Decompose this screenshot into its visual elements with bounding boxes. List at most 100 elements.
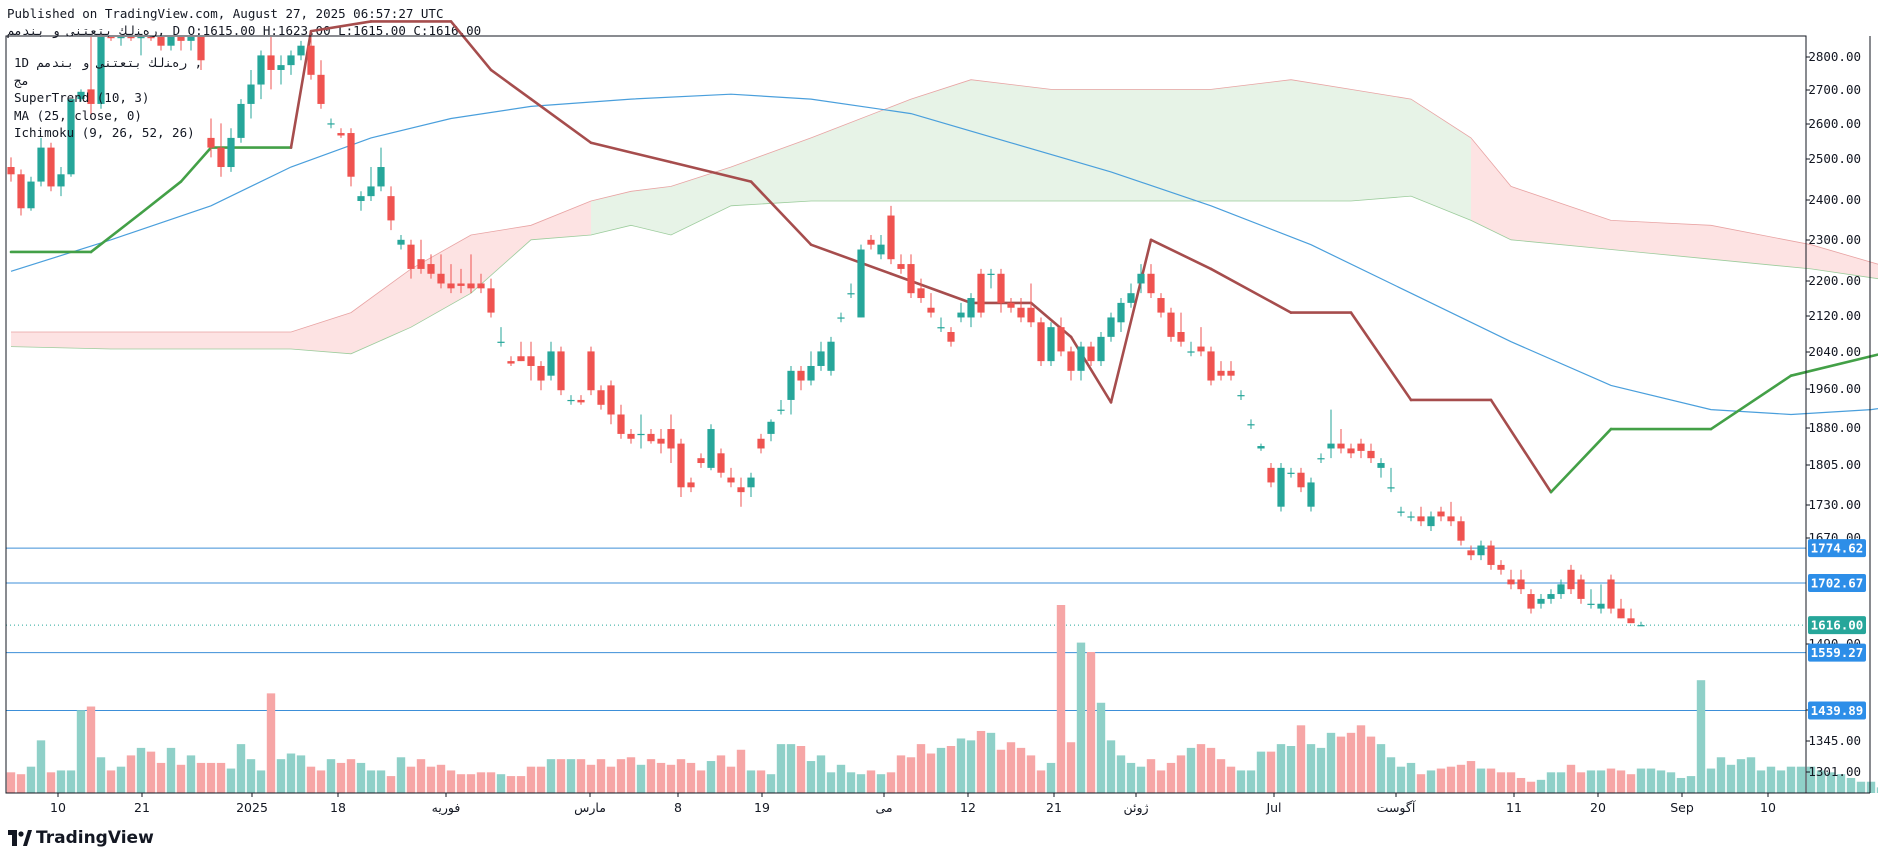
volume-bar bbox=[1646, 768, 1656, 793]
volume-bar bbox=[76, 710, 86, 793]
candle-body bbox=[667, 429, 675, 449]
volume-bar bbox=[496, 774, 506, 793]
volume-bar bbox=[1256, 751, 1266, 793]
ichimoku-cloud bbox=[10, 79, 1878, 355]
legend-ichimoku[interactable]: Ichimoku (9, 26, 52, 26) bbox=[14, 125, 195, 140]
candle-body bbox=[307, 45, 315, 75]
volume-bar bbox=[1846, 777, 1856, 793]
supertrend-segment bbox=[669, 160, 753, 183]
candle-body bbox=[1257, 446, 1265, 449]
legend-ma[interactable]: MA (25, close, 0) bbox=[14, 107, 142, 123]
candle-body bbox=[77, 91, 85, 100]
time-tick-label: 10 bbox=[1760, 800, 1776, 815]
candle-body bbox=[1567, 569, 1575, 590]
candle-body bbox=[1037, 322, 1045, 362]
volume-bar bbox=[1556, 772, 1566, 793]
legend-supertrend[interactable]: SuperTrend (10, 3) bbox=[14, 90, 150, 105]
candle-body bbox=[1497, 564, 1505, 570]
volume-bar bbox=[1366, 736, 1376, 793]
price-tick-label: 2300.00 bbox=[1808, 232, 1861, 247]
volume-bar bbox=[1486, 768, 1496, 793]
level-badge-bg bbox=[1808, 539, 1866, 558]
time-tick-label: مارس bbox=[574, 800, 606, 816]
volume-bar bbox=[696, 770, 706, 793]
volume-bar bbox=[1286, 746, 1296, 793]
candle-body bbox=[817, 351, 825, 366]
volume-bar bbox=[1336, 736, 1346, 793]
time-tick-label: می bbox=[875, 800, 892, 815]
candle-body bbox=[907, 264, 915, 294]
volume-bar bbox=[436, 764, 446, 793]
volume-bar bbox=[256, 770, 266, 793]
price-tick-label: 2700.00 bbox=[1808, 82, 1861, 97]
candle-body bbox=[987, 273, 995, 275]
candle-body bbox=[917, 288, 925, 299]
volume-bar bbox=[1716, 757, 1726, 793]
candle-body bbox=[1007, 302, 1015, 308]
volume-bar bbox=[546, 759, 556, 793]
candle-body bbox=[1547, 594, 1555, 599]
candle-body bbox=[117, 37, 125, 39]
volume-bar bbox=[396, 757, 406, 793]
cloud-segment bbox=[591, 191, 631, 235]
volume-bar bbox=[646, 759, 656, 793]
candle-body bbox=[827, 341, 835, 371]
volume-bar bbox=[736, 749, 746, 793]
volume-bar bbox=[956, 738, 966, 793]
volume-bar bbox=[1606, 768, 1616, 793]
volume-bar bbox=[1726, 764, 1736, 793]
candle-body bbox=[1157, 298, 1165, 313]
volume-bar bbox=[1696, 680, 1706, 793]
volume-bar bbox=[556, 759, 566, 793]
volume-bar bbox=[1206, 747, 1216, 793]
candle-body bbox=[977, 273, 985, 313]
supertrend-segment bbox=[589, 141, 673, 164]
supertrend-segment bbox=[889, 272, 973, 305]
volume-bar bbox=[506, 776, 516, 793]
cloud-segment bbox=[471, 225, 531, 294]
candle-body bbox=[847, 293, 855, 295]
candle-body bbox=[377, 167, 385, 187]
volume-bar bbox=[1266, 751, 1276, 793]
volume-bar bbox=[946, 746, 956, 793]
candle-body bbox=[1287, 472, 1295, 474]
supertrend-segment bbox=[179, 146, 213, 183]
volume-bar bbox=[1676, 777, 1686, 793]
volume-bar bbox=[446, 770, 456, 793]
volume-bar bbox=[1596, 770, 1606, 793]
time-tick-label: 8 bbox=[674, 800, 682, 815]
volume-bar bbox=[1146, 759, 1156, 793]
price-tick-label: 2040.00 bbox=[1808, 344, 1861, 359]
volume-bar bbox=[1496, 772, 1506, 793]
candle-body bbox=[167, 37, 175, 46]
candle-body bbox=[867, 239, 875, 245]
volume-bar bbox=[156, 762, 166, 793]
volume-bar bbox=[836, 764, 846, 793]
volume-bar bbox=[1816, 770, 1826, 793]
volume-bar bbox=[1306, 744, 1316, 793]
candle-body bbox=[1297, 472, 1305, 488]
volume-bar bbox=[756, 770, 766, 793]
candle-body bbox=[567, 399, 575, 402]
candle-body bbox=[1277, 467, 1285, 507]
volume-bar bbox=[296, 755, 306, 793]
volume-bar bbox=[26, 766, 36, 793]
volume-bar bbox=[416, 759, 426, 793]
time-tick-label: 18 bbox=[330, 800, 346, 815]
candle-body bbox=[477, 283, 485, 289]
candle-body bbox=[1537, 598, 1545, 604]
candle-body bbox=[37, 147, 45, 182]
volume-bar bbox=[876, 774, 886, 793]
volume-bar bbox=[86, 706, 96, 793]
candle-body bbox=[57, 174, 65, 187]
volume-bar bbox=[666, 764, 676, 793]
cloud-segment bbox=[1211, 79, 1291, 201]
volume-bar bbox=[1866, 781, 1876, 793]
candle-body bbox=[87, 89, 95, 104]
candle-body bbox=[227, 137, 235, 168]
volume-bar bbox=[766, 774, 776, 793]
cloud-segment bbox=[11, 332, 111, 349]
price-tick-label: 2500.00 bbox=[1808, 151, 1861, 166]
volume-bar bbox=[656, 762, 666, 793]
